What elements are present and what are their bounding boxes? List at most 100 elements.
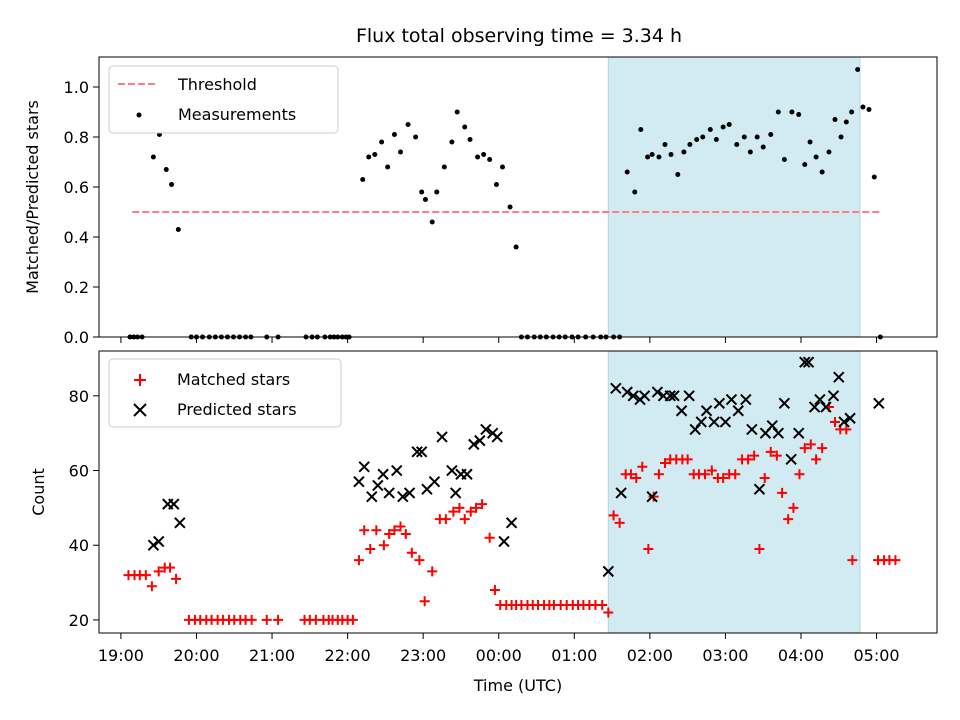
- measurement-point: [747, 149, 753, 155]
- predicted-star-point: [627, 390, 639, 402]
- measurement-point: [372, 152, 378, 157]
- measurement-point: [481, 152, 487, 157]
- matched-star-point: [459, 514, 470, 525]
- matched-star-point: [471, 502, 482, 513]
- bottom-xtick-label: 05:00: [853, 646, 899, 665]
- measurement-point: [726, 122, 732, 127]
- matched-star-point: [811, 454, 822, 465]
- predicted-star-point: [683, 390, 695, 402]
- measurement-point: [649, 152, 655, 157]
- measurement-point: [434, 189, 440, 195]
- measurement-point: [656, 154, 662, 160]
- measurement-point: [638, 127, 644, 132]
- measurement-point: [832, 117, 838, 122]
- matched-star-point: [648, 491, 659, 502]
- matched-star-point: [890, 555, 901, 566]
- measurement-point: [422, 197, 428, 202]
- measurement-point: [624, 169, 630, 175]
- matched-star-point: [448, 506, 459, 517]
- matched-star-point: [765, 446, 776, 457]
- matched-star-point: [608, 510, 619, 521]
- predicted-star-point: [772, 427, 785, 439]
- matched-star-point: [794, 469, 805, 480]
- measurement-point: [802, 162, 808, 167]
- matched-star-point: [659, 458, 670, 469]
- predicted-star-point: [397, 490, 409, 503]
- top-ytick-label: 0.8: [64, 128, 89, 147]
- predicted-star-point: [746, 423, 758, 436]
- matched-star-point: [365, 543, 376, 554]
- measurement-point: [781, 157, 787, 162]
- measurement-point: [754, 134, 760, 140]
- predicted-star-point: [498, 535, 510, 548]
- predicted-star-point: [873, 397, 885, 409]
- matched-star-point: [700, 469, 711, 480]
- measurement-point: [789, 109, 795, 115]
- matched-star-point: [643, 543, 654, 554]
- top-ytick-label: 0.6: [64, 178, 89, 197]
- predicted-star-point: [403, 487, 416, 499]
- measurement-point: [500, 164, 506, 170]
- predicted-star-point: [766, 419, 778, 432]
- predicted-star-point: [358, 461, 370, 473]
- measurement-point: [454, 109, 460, 115]
- matched-star-point: [153, 566, 164, 577]
- predicted-star-point: [621, 386, 633, 398]
- measurement-point: [760, 144, 766, 150]
- predicted-star-point: [713, 397, 726, 409]
- matched-star-point: [625, 469, 636, 480]
- measurement-point: [849, 109, 855, 115]
- matched-star-point: [378, 540, 389, 551]
- matched-star-point: [171, 573, 182, 584]
- axes-frame-top: [98, 56, 938, 338]
- measurement-point: [720, 124, 726, 130]
- predicted-star-point: [664, 390, 676, 402]
- measurement-point: [855, 67, 861, 72]
- matched-legend-swatch: [134, 374, 146, 386]
- matched-star-point: [706, 465, 717, 476]
- matched-star-point: [440, 514, 451, 525]
- predicted-star-point: [449, 487, 462, 499]
- predicted-star-point: [505, 517, 518, 529]
- matched-star-point: [829, 416, 840, 427]
- predicted-star-point: [474, 434, 486, 447]
- bottom-ytick-label: 60: [69, 462, 89, 481]
- predicted-star-point: [740, 393, 752, 406]
- measurement-point: [462, 124, 468, 130]
- matched-star-point: [359, 525, 370, 536]
- predicted-star-point: [675, 405, 688, 417]
- highlight-span-top: [607, 56, 861, 338]
- bottom-xtick-label: 04:00: [778, 646, 824, 665]
- measurement-point: [441, 164, 447, 170]
- predicted-star-point: [700, 405, 713, 417]
- measurement-point: [838, 134, 844, 140]
- predicted-star-point: [147, 539, 160, 551]
- measurement-point: [807, 139, 813, 145]
- predicted-star-point: [615, 487, 627, 499]
- measurement-point: [391, 132, 397, 137]
- matched-star-point: [597, 599, 608, 610]
- measurement-point: [429, 219, 435, 225]
- predicted-star-point: [753, 483, 766, 495]
- chart-title: Flux total observing time = 3.34 h: [356, 25, 682, 47]
- predicted-star-point: [799, 356, 811, 368]
- matched-star-point: [817, 443, 828, 454]
- measurement-point: [707, 127, 713, 132]
- bottom-xtick-label: 03:00: [702, 646, 748, 665]
- x-axis-ticks-top: [120, 337, 878, 343]
- matched-star-point: [631, 472, 642, 483]
- matched-star-point: [847, 555, 858, 566]
- measurement-point: [397, 149, 403, 155]
- matched-star-point: [718, 472, 729, 483]
- measurement-point: [150, 154, 156, 160]
- predicted-star-point: [480, 423, 492, 436]
- predicted-star-point: [174, 517, 186, 529]
- measurement-point: [675, 172, 681, 177]
- y-axis-ticks-top: 0.0 0.2 0.4 0.6 0.8 1.0: [64, 78, 99, 347]
- predicted-star-point: [646, 490, 658, 503]
- bottom-xtick-label: 22:00: [325, 646, 371, 665]
- predicted-star-point: [602, 565, 615, 578]
- predicted-star-point: [725, 393, 738, 406]
- predicted-star-point: [778, 397, 791, 409]
